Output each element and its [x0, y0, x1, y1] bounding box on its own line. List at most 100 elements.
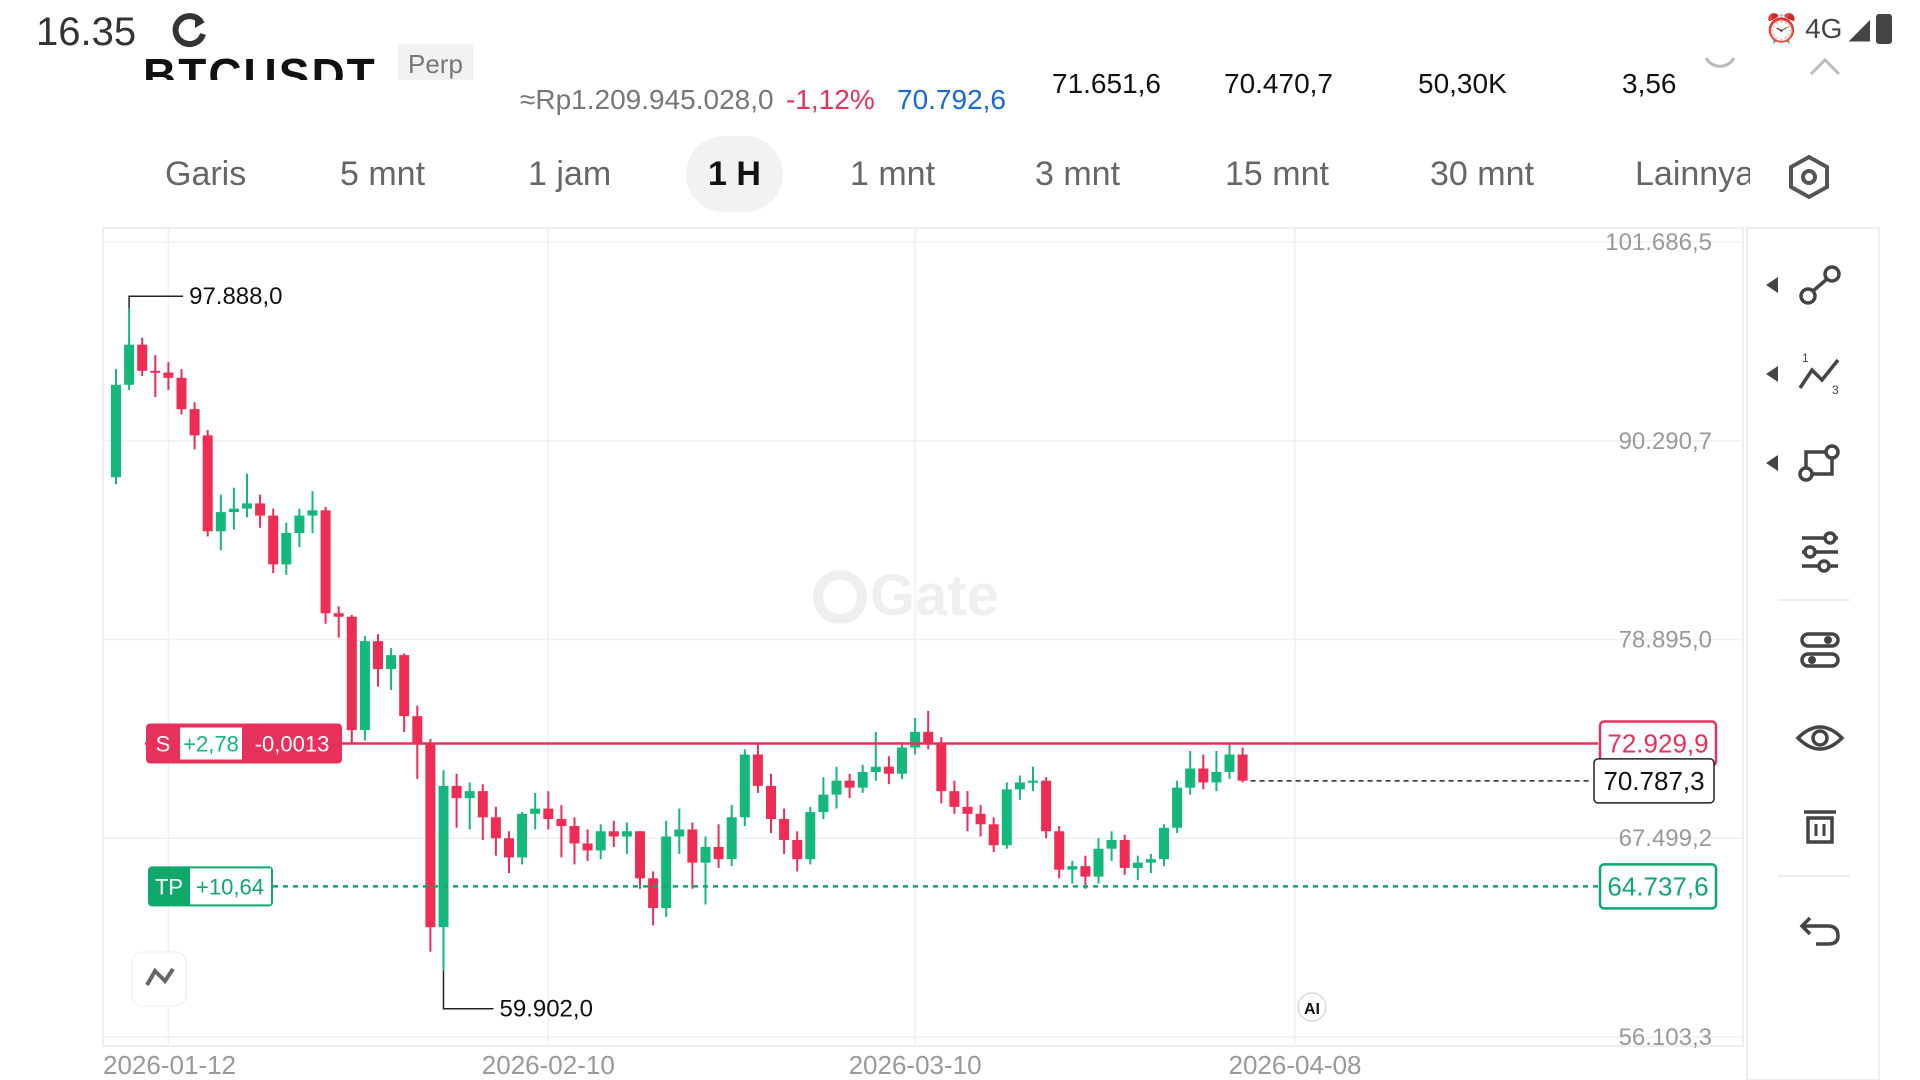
candlestick-chart[interactable]: Gate 101.686,5 90.290,7 78.895,0 67.499,…: [0, 220, 1920, 1080]
candle-up: [386, 648, 397, 690]
tab-lainnya[interactable]: Lainnya: [1635, 155, 1750, 193]
tab-1-mnt[interactable]: 1 mnt: [850, 155, 936, 193]
candle-up: [111, 369, 121, 485]
candle-body: [1041, 780, 1052, 832]
tp-price-tag: [1598, 863, 1718, 910]
trendline-icon[interactable]: [1790, 256, 1850, 316]
candle-body: [661, 836, 672, 908]
tab-30-mnt[interactable]: 30 mnt: [1430, 155, 1534, 193]
turnover-24h: 3,56: [1622, 68, 1677, 99]
candle-down: [137, 337, 148, 377]
layout-icon[interactable]: [1790, 620, 1850, 680]
candle-down: [346, 614, 357, 745]
candle-down: [490, 806, 501, 856]
take-profit-line[interactable]: TP +10,64 64.737,6: [148, 863, 1718, 910]
y-tick-label: 90.290,7: [1619, 428, 1712, 455]
tab-3-mnt[interactable]: 3 mnt: [1035, 155, 1121, 193]
chart-settings-icon[interactable]: [1784, 152, 1834, 202]
rectangle-tool-icon[interactable]: [1790, 432, 1850, 492]
gridlines: [103, 228, 1743, 1046]
expand-arrow-icon[interactable]: [1766, 277, 1778, 293]
candle-body: [831, 780, 842, 795]
tab-garis[interactable]: Garis: [165, 155, 247, 193]
tab-1-h[interactable]: 1 H: [686, 136, 783, 212]
candle-body: [923, 731, 934, 745]
candle-down: [556, 805, 567, 858]
min-label: 59.902,0: [500, 996, 593, 1023]
candle-body: [766, 785, 776, 820]
candle-body: [1028, 780, 1038, 783]
candle-body: [111, 384, 121, 478]
candle-down: [1080, 855, 1091, 889]
candle-body: [1145, 859, 1156, 863]
visibility-eye-icon[interactable]: [1790, 708, 1850, 768]
candle-up: [215, 494, 226, 551]
short-position-line[interactable]: S +2,78 -0,0013 72.929,9: [145, 720, 1718, 767]
watermark: Gate: [813, 563, 999, 628]
indicator-settings-icon[interactable]: [1790, 522, 1850, 582]
candle-body: [425, 744, 436, 928]
candle-up: [242, 473, 252, 518]
candle-down: [766, 773, 776, 834]
trash-icon[interactable]: [1790, 796, 1850, 856]
tab-15-mnt[interactable]: 15 mnt: [1225, 155, 1329, 193]
candle-body: [477, 791, 488, 818]
candle-down: [176, 369, 187, 415]
candle-body: [870, 766, 881, 772]
candle-body: [137, 344, 148, 371]
candle-body: [739, 754, 750, 818]
candle-up: [1172, 780, 1183, 834]
candle-body: [818, 794, 829, 813]
tp-pnl: +10,64: [196, 874, 264, 899]
expand-arrow-icon[interactable]: [1766, 455, 1778, 471]
candle-up: [1159, 824, 1169, 867]
signal-icon: ◢: [1848, 13, 1870, 44]
candle-up: [307, 491, 318, 534]
candle-body: [726, 817, 737, 860]
contract-type-badge: Perp: [398, 44, 473, 80]
svg-text:1: 1: [1802, 351, 1809, 365]
ai-badge[interactable]: AI: [1297, 992, 1327, 1022]
x-tick-label: 2026-01-12: [103, 1050, 236, 1080]
wave-icon[interactable]: 1 3: [1790, 344, 1850, 404]
watermark-text: Gate: [870, 563, 999, 628]
candle-body: [530, 808, 541, 814]
candle-body: [883, 766, 894, 774]
candle-down: [202, 430, 213, 537]
candle-body: [1080, 866, 1091, 877]
candle-body: [255, 503, 266, 516]
candle-body: [949, 791, 960, 807]
mark-price: 70.792,6: [897, 84, 1006, 115]
candle-body: [857, 771, 868, 788]
history-icon[interactable]: [1700, 48, 1740, 88]
candle-body: [648, 878, 659, 908]
pair-title[interactable]: BTCUSDT: [143, 49, 377, 80]
tab-5-mnt[interactable]: 5 mnt: [340, 155, 426, 193]
undo-icon[interactable]: [1790, 896, 1850, 956]
candle-down: [477, 784, 488, 840]
y-tick-label: 78.895,0: [1619, 626, 1712, 653]
candle-down: [949, 780, 960, 814]
candle-body: [464, 791, 475, 799]
max-label: 97.888,0: [189, 283, 282, 310]
candle-down: [504, 831, 514, 874]
candle-body: [517, 813, 528, 858]
candle-body: [412, 716, 423, 745]
status-indicators: ⏰ 4G ◢: [1764, 12, 1892, 45]
candle-body: [373, 641, 383, 670]
candle-body: [582, 843, 593, 851]
timeframe-tabs: Garis 5 mnt 1 jam 1 H 1 mnt 3 mnt 15 mnt…: [130, 136, 1830, 216]
current-price-line: 70.787,3: [1250, 758, 1715, 804]
tab-1-jam[interactable]: 1 jam: [528, 155, 612, 193]
candle-up: [818, 777, 829, 820]
candle-down: [320, 506, 331, 624]
live-indicator-icon[interactable]: [131, 951, 187, 1007]
candle-down: [163, 362, 174, 391]
expand-arrow-icon[interactable]: [1766, 366, 1778, 382]
y-tick-label: 101.686,5: [1605, 229, 1712, 256]
candle-up: [294, 508, 305, 547]
candle-down: [582, 829, 593, 861]
close-icon[interactable]: [1805, 48, 1845, 88]
candle-body: [320, 510, 331, 614]
candle-up: [1093, 838, 1104, 884]
